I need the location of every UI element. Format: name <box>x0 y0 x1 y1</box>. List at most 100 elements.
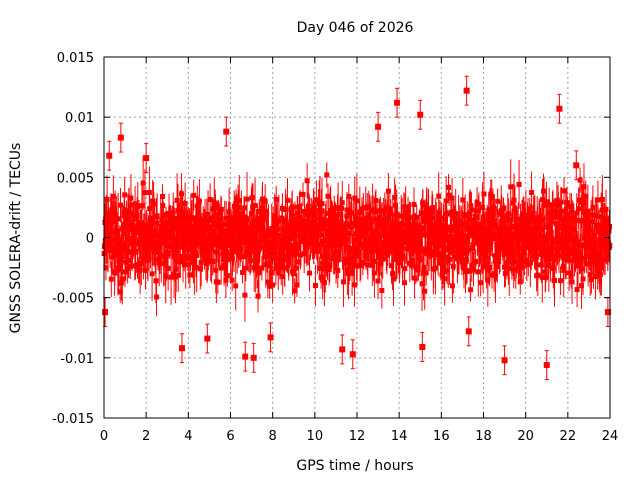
data-point <box>352 247 358 253</box>
data-point <box>254 218 260 224</box>
data-point <box>182 226 188 232</box>
data-point <box>262 216 268 222</box>
data-point <box>264 254 270 260</box>
data-point <box>315 248 321 254</box>
data-point <box>505 259 511 265</box>
data-point <box>425 251 431 257</box>
data-point <box>150 236 156 242</box>
data-point <box>349 269 355 275</box>
data-point <box>479 205 485 211</box>
data-point <box>546 262 552 268</box>
data-point <box>436 193 442 199</box>
data-point <box>271 228 277 234</box>
data-point <box>248 211 254 217</box>
data-point <box>212 205 218 211</box>
data-point <box>364 238 370 244</box>
data-point <box>400 254 406 260</box>
data-point <box>307 270 313 276</box>
data-point <box>166 244 172 250</box>
data-point <box>572 258 578 264</box>
data-point <box>389 237 395 243</box>
data-point <box>327 210 333 216</box>
data-point <box>588 212 594 218</box>
y-tick-label: 0.01 <box>65 111 94 126</box>
data-point <box>444 268 450 274</box>
y-tick-label: -0.015 <box>52 412 94 427</box>
data-point <box>524 258 530 264</box>
data-point <box>172 235 178 241</box>
data-point <box>304 178 310 184</box>
data-point <box>339 200 345 206</box>
data-point <box>395 227 401 233</box>
data-point <box>119 226 125 232</box>
data-point <box>519 264 525 270</box>
data-point <box>265 227 271 233</box>
data-point <box>249 238 255 244</box>
data-point <box>592 212 598 218</box>
data-point <box>376 214 382 220</box>
data-point <box>464 268 470 274</box>
data-point <box>585 261 591 267</box>
data-point <box>487 207 493 213</box>
data-point <box>127 223 133 229</box>
data-point <box>440 231 446 237</box>
data-point <box>334 221 340 227</box>
data-point <box>411 238 417 244</box>
data-point <box>183 262 189 268</box>
data-point <box>476 201 482 207</box>
data-point <box>543 274 549 280</box>
data-point <box>484 262 490 268</box>
data-point <box>230 248 236 254</box>
data-point <box>108 276 114 282</box>
data-point <box>563 239 569 245</box>
data-point <box>462 213 468 219</box>
x-tick-label: 8 <box>269 429 277 444</box>
x-tick-label: 0 <box>100 429 108 444</box>
x-tick-label: 12 <box>349 429 366 444</box>
data-point <box>119 276 125 282</box>
data-point <box>529 214 535 220</box>
data-point <box>104 196 110 202</box>
data-point <box>205 259 211 265</box>
data-point <box>106 231 112 237</box>
data-point <box>601 239 607 245</box>
data-point <box>107 240 113 246</box>
data-point <box>489 195 495 201</box>
data-point <box>393 202 399 208</box>
data-point <box>364 204 370 210</box>
data-point <box>504 240 510 246</box>
data-point <box>429 238 435 244</box>
data-point <box>240 224 246 230</box>
data-point <box>132 234 138 240</box>
data-point <box>146 246 152 252</box>
x-tick-label: 10 <box>307 429 324 444</box>
data-point <box>204 335 211 342</box>
data-point <box>323 244 329 250</box>
data-point <box>556 253 562 259</box>
data-point <box>493 272 499 278</box>
data-point <box>365 262 371 268</box>
data-point <box>479 247 485 253</box>
data-point <box>582 217 588 223</box>
data-point <box>599 196 605 202</box>
data-point <box>296 259 302 265</box>
data-point <box>333 224 339 230</box>
data-point <box>243 226 249 232</box>
data-point <box>332 213 338 219</box>
data-point <box>325 193 331 199</box>
data-point <box>306 236 312 242</box>
x-tick-label: 20 <box>517 429 534 444</box>
data-point <box>430 205 436 211</box>
data-point <box>282 265 288 271</box>
data-point <box>335 256 341 262</box>
data-point <box>191 192 197 198</box>
data-point <box>241 215 247 221</box>
data-point <box>308 228 314 234</box>
data-point <box>242 205 248 211</box>
data-point <box>440 223 446 229</box>
data-point <box>312 283 318 289</box>
data-point <box>573 238 579 244</box>
data-point <box>147 206 153 212</box>
data-point <box>227 237 233 243</box>
data-point <box>264 211 270 217</box>
